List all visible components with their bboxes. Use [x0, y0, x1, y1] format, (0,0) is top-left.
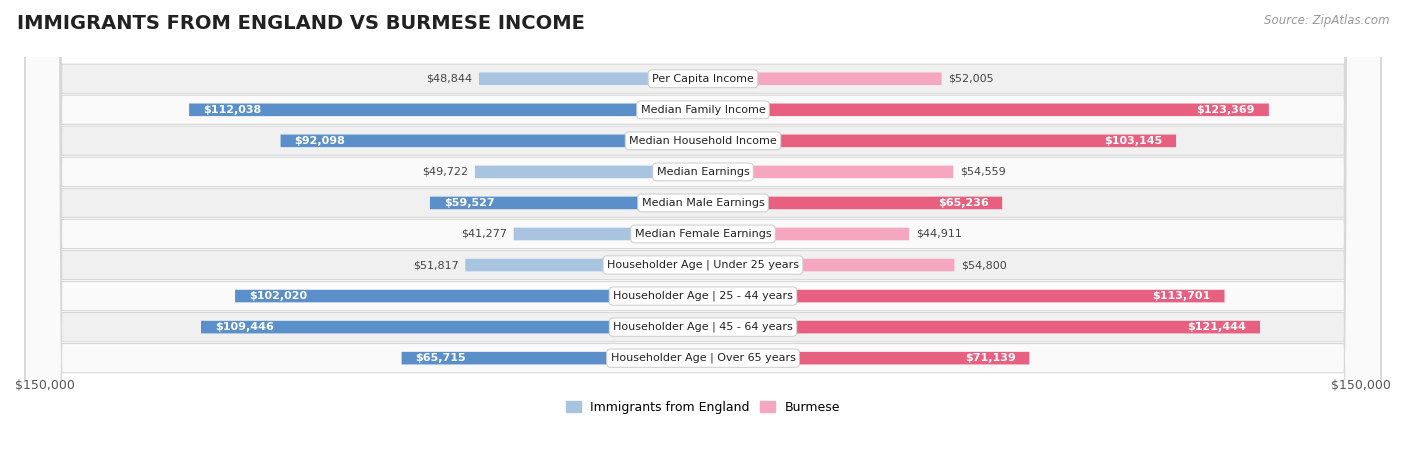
- Text: Source: ZipAtlas.com: Source: ZipAtlas.com: [1264, 14, 1389, 27]
- Text: $109,446: $109,446: [215, 322, 274, 332]
- Text: $59,527: $59,527: [444, 198, 495, 208]
- FancyBboxPatch shape: [703, 321, 1260, 333]
- FancyBboxPatch shape: [703, 134, 1175, 147]
- Text: Per Capita Income: Per Capita Income: [652, 74, 754, 84]
- Text: Median Household Income: Median Household Income: [628, 136, 778, 146]
- Text: Median Female Earnings: Median Female Earnings: [634, 229, 772, 239]
- Text: Median Family Income: Median Family Income: [641, 105, 765, 115]
- Text: $150,000: $150,000: [1331, 379, 1391, 392]
- Text: $121,444: $121,444: [1188, 322, 1246, 332]
- Text: $123,369: $123,369: [1197, 105, 1256, 115]
- FancyBboxPatch shape: [25, 0, 1381, 467]
- FancyBboxPatch shape: [25, 0, 1381, 467]
- FancyBboxPatch shape: [479, 72, 703, 85]
- FancyBboxPatch shape: [513, 228, 703, 241]
- FancyBboxPatch shape: [465, 259, 703, 271]
- FancyBboxPatch shape: [25, 0, 1381, 467]
- FancyBboxPatch shape: [703, 228, 910, 241]
- FancyBboxPatch shape: [235, 290, 703, 302]
- FancyBboxPatch shape: [703, 72, 942, 85]
- Text: $41,277: $41,277: [461, 229, 506, 239]
- Text: $54,559: $54,559: [960, 167, 1005, 177]
- FancyBboxPatch shape: [25, 0, 1381, 467]
- Text: Householder Age | Under 25 years: Householder Age | Under 25 years: [607, 260, 799, 270]
- FancyBboxPatch shape: [402, 352, 703, 364]
- FancyBboxPatch shape: [703, 290, 1225, 302]
- FancyBboxPatch shape: [25, 0, 1381, 467]
- Text: Median Earnings: Median Earnings: [657, 167, 749, 177]
- Text: $65,715: $65,715: [415, 353, 465, 363]
- Text: $92,098: $92,098: [294, 136, 346, 146]
- FancyBboxPatch shape: [25, 0, 1381, 467]
- FancyBboxPatch shape: [190, 104, 703, 116]
- Text: $113,701: $113,701: [1153, 291, 1211, 301]
- Text: $48,844: $48,844: [426, 74, 472, 84]
- Text: Householder Age | 25 - 44 years: Householder Age | 25 - 44 years: [613, 291, 793, 301]
- Text: $150,000: $150,000: [15, 379, 75, 392]
- Text: Householder Age | 45 - 64 years: Householder Age | 45 - 64 years: [613, 322, 793, 333]
- Text: Median Male Earnings: Median Male Earnings: [641, 198, 765, 208]
- Text: $44,911: $44,911: [915, 229, 962, 239]
- FancyBboxPatch shape: [703, 104, 1268, 116]
- FancyBboxPatch shape: [703, 166, 953, 178]
- Text: $51,817: $51,817: [413, 260, 458, 270]
- Text: $112,038: $112,038: [202, 105, 262, 115]
- Text: Householder Age | Over 65 years: Householder Age | Over 65 years: [610, 353, 796, 363]
- Text: $102,020: $102,020: [249, 291, 307, 301]
- FancyBboxPatch shape: [430, 197, 703, 209]
- Legend: Immigrants from England, Burmese: Immigrants from England, Burmese: [561, 396, 845, 419]
- FancyBboxPatch shape: [281, 134, 703, 147]
- FancyBboxPatch shape: [703, 352, 1029, 364]
- Text: $71,139: $71,139: [965, 353, 1015, 363]
- Text: IMMIGRANTS FROM ENGLAND VS BURMESE INCOME: IMMIGRANTS FROM ENGLAND VS BURMESE INCOM…: [17, 14, 585, 33]
- Text: $65,236: $65,236: [938, 198, 988, 208]
- Text: $49,722: $49,722: [422, 167, 468, 177]
- FancyBboxPatch shape: [703, 197, 1002, 209]
- Text: $103,145: $103,145: [1104, 136, 1163, 146]
- FancyBboxPatch shape: [703, 259, 955, 271]
- FancyBboxPatch shape: [25, 0, 1381, 467]
- FancyBboxPatch shape: [25, 0, 1381, 467]
- FancyBboxPatch shape: [475, 166, 703, 178]
- FancyBboxPatch shape: [201, 321, 703, 333]
- Text: $52,005: $52,005: [949, 74, 994, 84]
- FancyBboxPatch shape: [25, 0, 1381, 467]
- Text: $54,800: $54,800: [962, 260, 1007, 270]
- FancyBboxPatch shape: [25, 0, 1381, 467]
